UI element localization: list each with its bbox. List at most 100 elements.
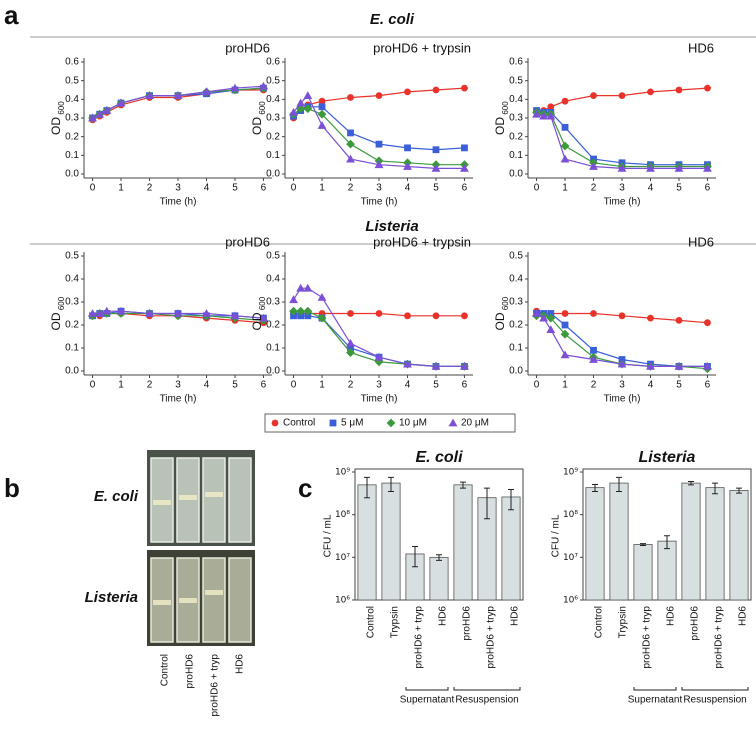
marker xyxy=(346,348,355,357)
marker xyxy=(145,91,154,99)
marker xyxy=(546,313,556,323)
marker xyxy=(289,295,298,304)
y-axis-label-subscript: 600 xyxy=(258,296,267,310)
marker xyxy=(375,92,383,99)
y-tick-label: 0.4 xyxy=(266,274,280,285)
x-tick-label: 3 xyxy=(619,183,625,194)
marker xyxy=(589,162,598,170)
marker xyxy=(102,306,112,315)
x-axis-label: Time (h) xyxy=(361,197,398,208)
chart-title: proHD6 xyxy=(225,234,270,249)
marker xyxy=(704,84,711,92)
x-tick-label: 1 xyxy=(319,380,325,391)
y-tick-label: 10⁹ xyxy=(563,468,578,478)
marker xyxy=(460,362,469,370)
marker xyxy=(404,144,411,152)
marker xyxy=(675,86,683,94)
bar xyxy=(681,482,701,601)
marker xyxy=(375,310,383,317)
group-label: Resuspension xyxy=(683,695,746,706)
marker xyxy=(647,88,654,96)
marker xyxy=(230,83,240,92)
marker xyxy=(318,103,326,111)
chart-title: Listeria xyxy=(639,449,696,466)
y-axis-label: OD xyxy=(250,117,264,135)
x-tick-label: 5 xyxy=(676,183,682,194)
marker xyxy=(546,325,556,333)
marker xyxy=(403,359,412,368)
x-axis-label: Time (h) xyxy=(604,197,641,208)
marker xyxy=(296,306,306,316)
error-bar xyxy=(712,482,718,495)
x-tick-label: 2 xyxy=(591,380,597,391)
x-tick-label: 1 xyxy=(562,183,568,194)
y-tick-label: 0.3 xyxy=(266,297,280,308)
x-tick-label: Control xyxy=(366,606,377,638)
chart-title: HD6 xyxy=(688,40,714,55)
marker xyxy=(561,97,569,105)
group-bracket xyxy=(681,687,749,691)
legend-marker xyxy=(448,418,458,427)
y-tick-label: 0.0 xyxy=(266,366,280,377)
marker xyxy=(318,97,326,105)
marker xyxy=(145,309,154,317)
y-tick-label: 10⁷ xyxy=(335,553,350,563)
x-tick-label: 3 xyxy=(619,380,625,391)
marker xyxy=(560,141,570,151)
y-axis-label: CFU / mL xyxy=(323,514,334,557)
marker xyxy=(289,306,298,316)
y-axis-label: OD xyxy=(493,117,507,135)
y-axis-label-subscript: 600 xyxy=(57,101,66,115)
marker xyxy=(317,121,327,129)
x-tick-label: proHD6 xyxy=(462,606,473,641)
legend-marker xyxy=(271,419,279,427)
y-tick-label: 0.6 xyxy=(65,57,79,68)
marker xyxy=(646,164,655,172)
x-tick-label: 4 xyxy=(204,183,210,194)
chart-title: HD6 xyxy=(688,234,714,249)
x-tick-label: 2 xyxy=(147,183,153,194)
marker xyxy=(347,129,354,137)
x-axis-label: Time (h) xyxy=(160,394,197,405)
x-tick-label: 1 xyxy=(118,183,124,194)
marker xyxy=(116,306,126,315)
error-bar xyxy=(412,545,418,568)
marker xyxy=(95,109,105,118)
marker xyxy=(116,98,126,107)
marker xyxy=(461,84,468,92)
marker xyxy=(403,162,412,170)
x-tick-label: 3 xyxy=(175,380,181,391)
x-tick-label: 0 xyxy=(534,380,540,391)
marker xyxy=(432,146,440,154)
photo xyxy=(147,450,255,646)
x-tick-label: 5 xyxy=(433,380,439,391)
x-tick-label: 0 xyxy=(90,183,96,194)
y-tick-label: 0.4 xyxy=(509,274,523,285)
marker xyxy=(561,321,569,329)
x-tick-label: proHD6 + tryp xyxy=(642,606,653,669)
error-bar xyxy=(640,543,646,546)
x-tick-label: 1 xyxy=(319,183,325,194)
marker xyxy=(431,362,441,370)
x-tick-label: 0 xyxy=(291,183,297,194)
y-tick-label: 0.1 xyxy=(65,150,79,161)
y-tick-label: 0.5 xyxy=(509,75,523,86)
y-tick-label: 0.0 xyxy=(65,169,79,180)
marker xyxy=(560,350,570,359)
y-tick-label: 0.3 xyxy=(509,113,523,124)
y-tick-label: 0.6 xyxy=(266,57,280,68)
marker xyxy=(375,140,383,148)
chart-title: proHD6 xyxy=(225,40,270,55)
x-tick-label: 2 xyxy=(591,183,597,194)
y-tick-label: 0.2 xyxy=(266,320,280,331)
series-line xyxy=(536,109,708,166)
marker xyxy=(560,329,570,339)
bar xyxy=(585,487,605,601)
y-tick-label: 0.0 xyxy=(65,366,79,377)
marker xyxy=(460,164,469,172)
y-tick-label: 0.5 xyxy=(65,251,79,262)
marker xyxy=(618,92,626,99)
panel-label: a xyxy=(4,0,19,30)
marker xyxy=(404,312,411,320)
x-tick-label: 1 xyxy=(562,380,568,391)
